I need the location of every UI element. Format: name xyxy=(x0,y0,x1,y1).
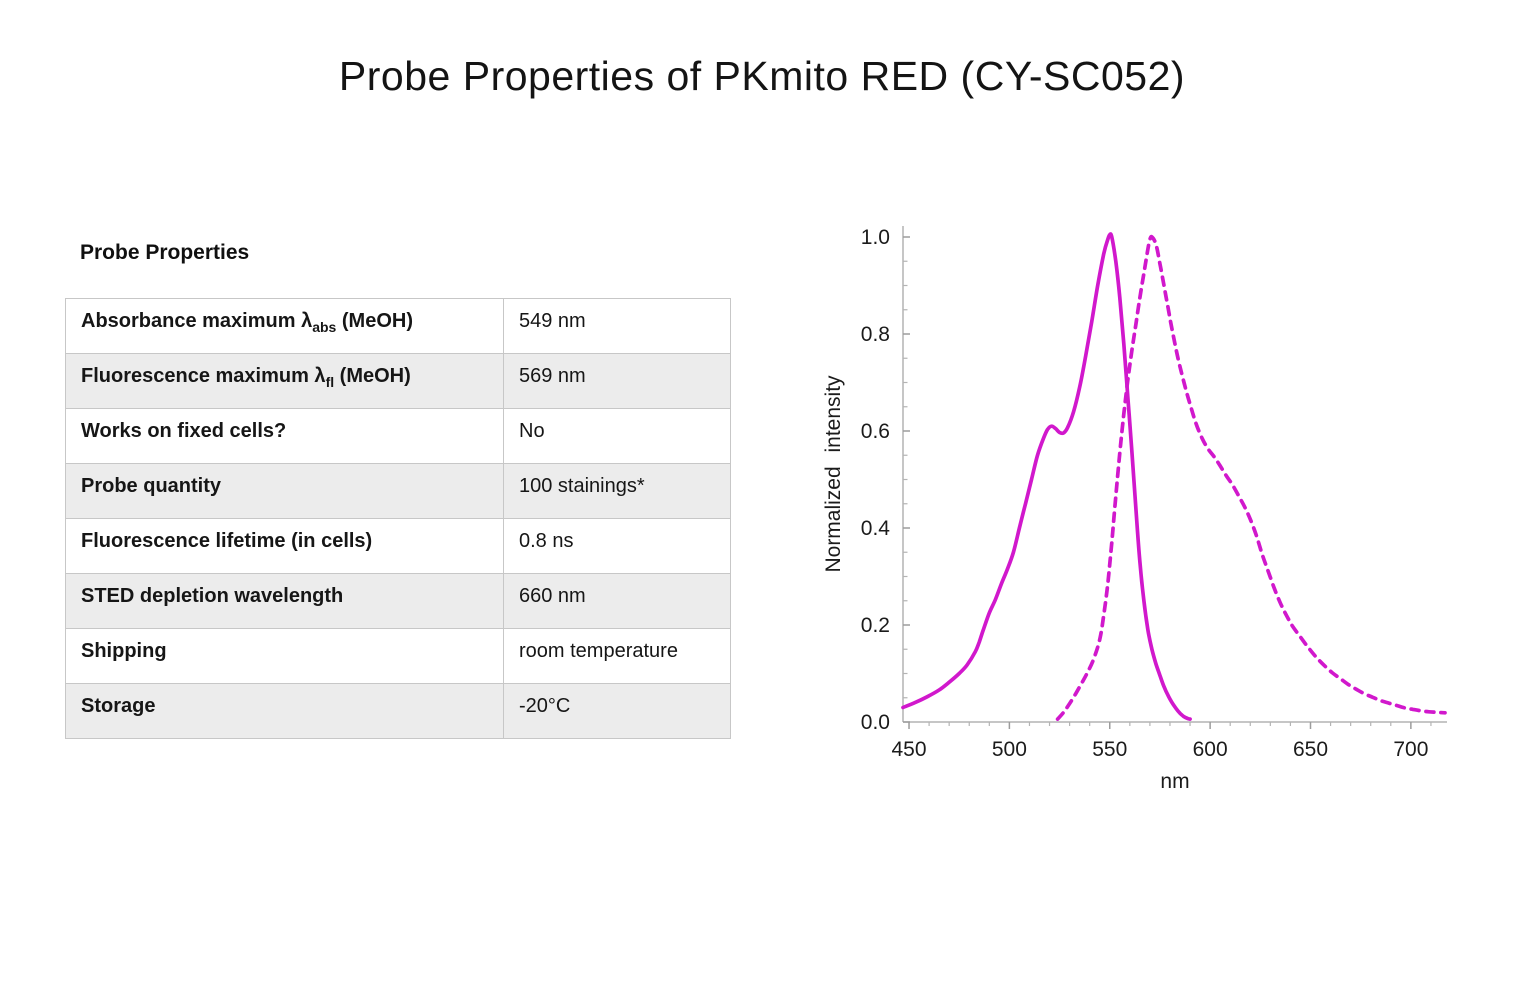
x-tick-label: 550 xyxy=(1092,738,1127,761)
property-value: room temperature xyxy=(503,628,731,684)
label-subscript: abs xyxy=(312,319,337,335)
probe-properties-section: Probe Properties Absorbance maximum λabs… xyxy=(65,241,731,739)
table-row: Probe quantity 100 stainings* xyxy=(65,463,731,519)
table-row: STED depletion wavelength 660 nm xyxy=(65,573,731,629)
x-tick-label: 450 xyxy=(891,738,926,761)
property-value: 0.8 ns xyxy=(503,518,731,574)
property-value: -20°C xyxy=(503,683,731,739)
table-row: Fluorescence maximum λfl (MeOH) 569 nm xyxy=(65,353,731,409)
y-tick-label: 0.0 xyxy=(861,711,890,734)
spectra-plot: 450 500 550 600 650 700 0.0 0.2 0.4 0.6 0.8 1.0 nm No… xyxy=(822,226,1447,793)
property-label: Works on fixed cells? xyxy=(65,408,504,464)
property-value: 569 nm xyxy=(503,353,731,409)
property-value: 100 stainings* xyxy=(503,463,731,519)
y-tick-label: 0.4 xyxy=(861,517,891,540)
y-tick-label: 0.2 xyxy=(861,614,890,637)
table-row: Absorbance maximum λabs (MeOH) 549 nm xyxy=(65,298,731,354)
property-label: Fluorescence maximum λfl (MeOH) xyxy=(65,353,504,409)
table-row: Fluorescence lifetime (in cells) 0.8 ns xyxy=(65,518,731,574)
table-row: Shipping room temperature xyxy=(65,628,731,684)
y-axis-label: Normalized intensity xyxy=(822,375,845,573)
x-tick-label: 500 xyxy=(992,738,1027,761)
spectra-chart: 450 500 550 600 650 700 0.0 0.2 0.4 0.6 0.8 1.0 nm No… xyxy=(790,190,1490,810)
x-tick-label: 700 xyxy=(1393,738,1428,761)
table-heading: Probe Properties xyxy=(80,241,250,264)
y-tick-label: 0.8 xyxy=(861,323,890,346)
property-label: Storage xyxy=(65,683,504,739)
property-label: Absorbance maximum λabs (MeOH) xyxy=(65,298,504,354)
x-tick-label: 600 xyxy=(1193,738,1228,761)
label-subscript: fl xyxy=(325,374,335,390)
property-value: 549 nm xyxy=(503,298,731,354)
absorption-curve xyxy=(901,232,1192,721)
y-tick-label: 0.6 xyxy=(861,420,890,443)
property-value: No xyxy=(503,408,731,464)
property-label: Shipping xyxy=(65,628,504,684)
page-title: Probe Properties of PKmito RED (CY-SC052… xyxy=(338,53,1186,99)
x-tick-label: 650 xyxy=(1293,738,1328,761)
property-label: Fluorescence lifetime (in cells) xyxy=(65,518,504,574)
table-row: Works on fixed cells? No xyxy=(65,408,731,464)
property-value: 660 nm xyxy=(503,573,731,629)
emission-curve xyxy=(1055,234,1447,721)
probe-properties-table: Absorbance maximum λabs (MeOH) 549 nm Fluo… xyxy=(65,298,731,739)
x-axis-label: nm xyxy=(1160,770,1189,793)
property-label: Probe quantity xyxy=(65,463,504,519)
property-label: STED depletion wavelength xyxy=(65,573,504,629)
table-row: Storage -20°C xyxy=(65,683,731,739)
y-tick-label: 1.0 xyxy=(861,226,890,249)
